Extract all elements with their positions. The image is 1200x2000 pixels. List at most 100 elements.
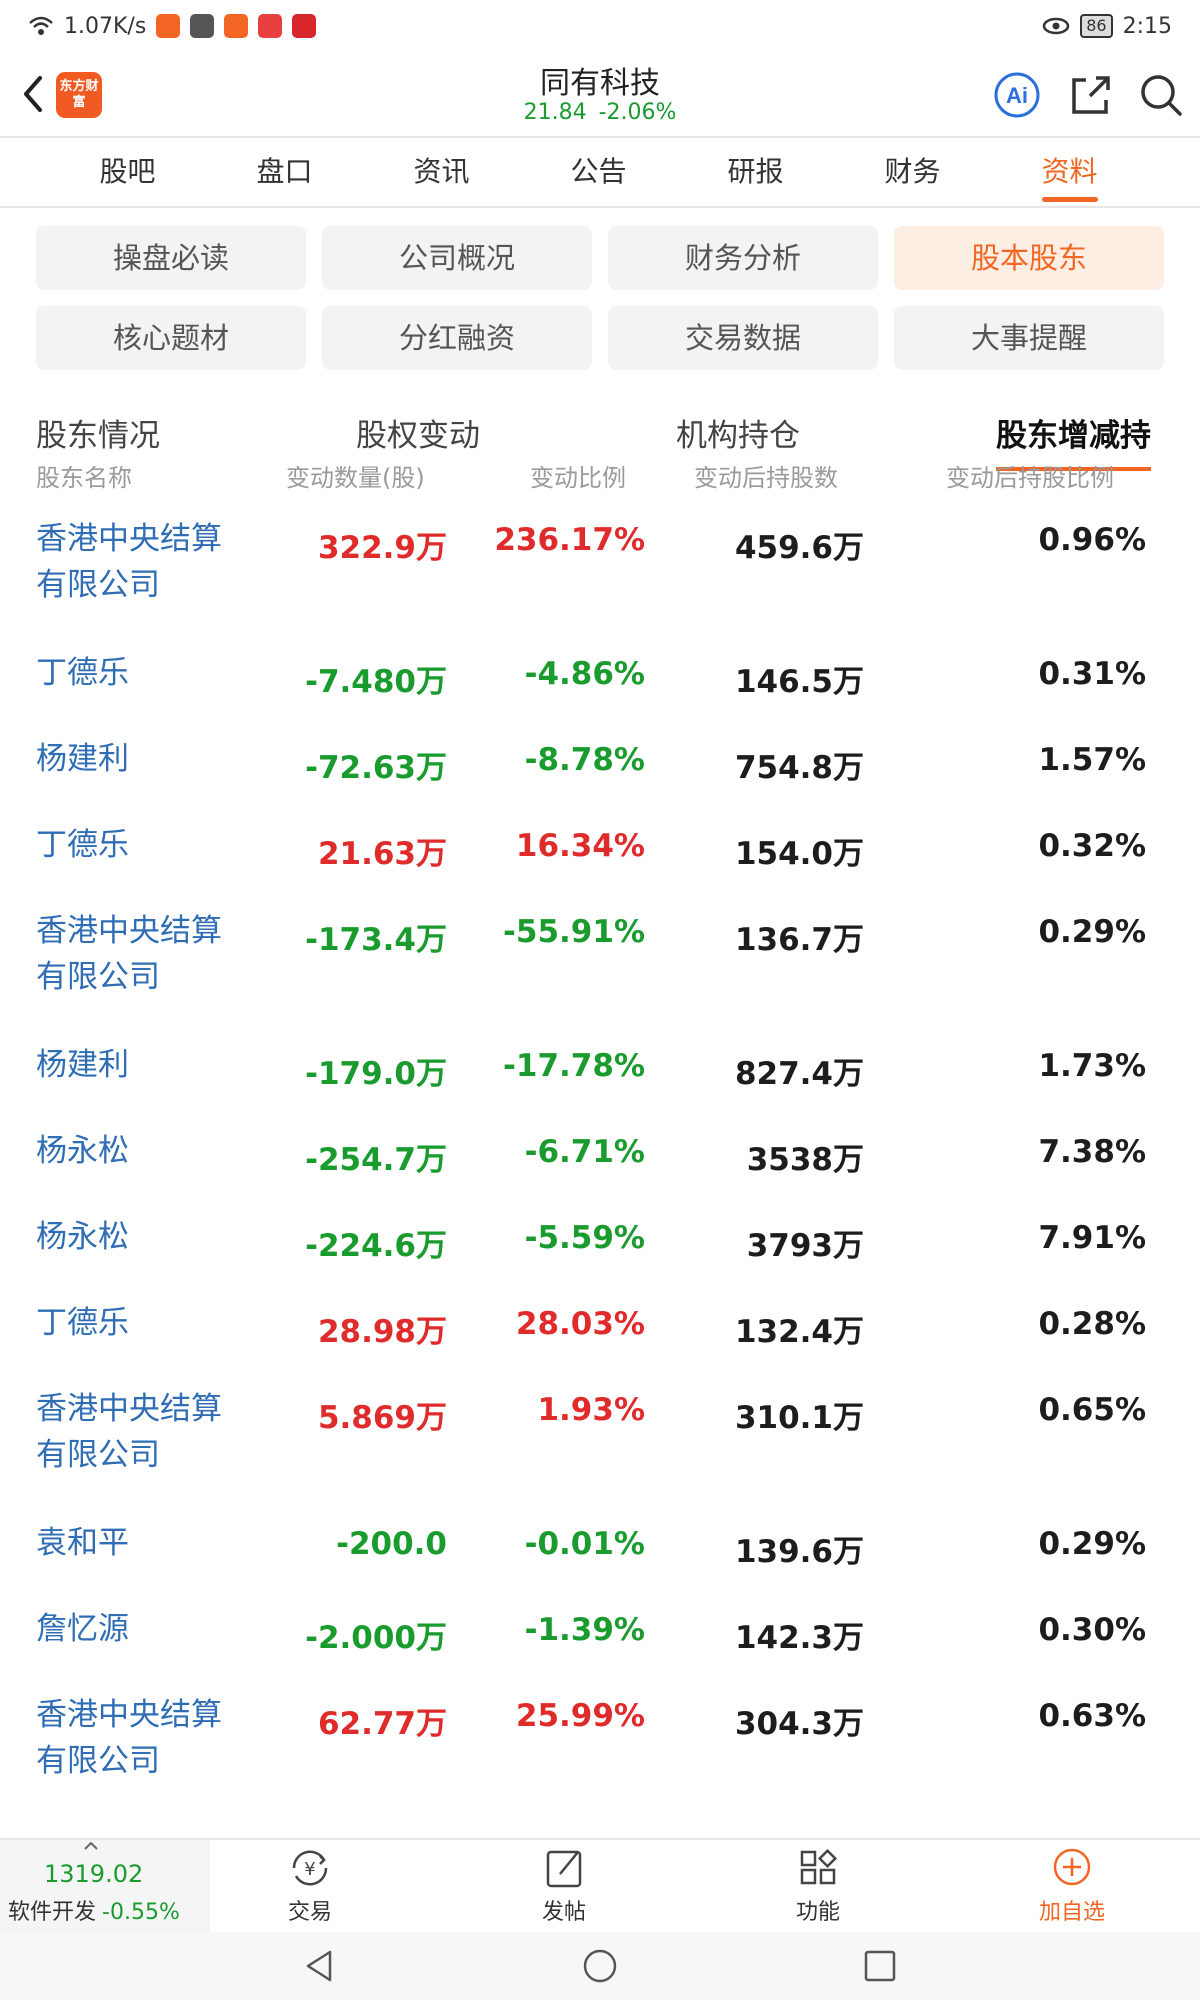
subtab-institutions[interactable]: 机构持仓 <box>676 418 800 454</box>
shareholder-name[interactable]: 詹忆源 <box>36 1611 129 1647</box>
app-notification-icon <box>190 14 215 38</box>
table-row[interactable]: 杨永松 -224.6万 -5.59% 3793万 7.91% <box>0 1198 1200 1284</box>
back-arrow-icon[interactable] <box>14 70 54 118</box>
category-button[interactable]: 公司概况 <box>322 226 592 290</box>
table-row[interactable]: 丁德乐 21.63万 16.34% 154.0万 0.32% <box>0 806 1200 892</box>
category-button[interactable]: 操盘必读 <box>36 226 306 290</box>
app-logo[interactable]: 东方财富 <box>56 72 102 118</box>
column-header: 变动后持股数 <box>694 466 838 492</box>
nav-add-watchlist-label: 加自选 <box>1038 1900 1105 1925</box>
category-button[interactable]: 财务分析 <box>608 226 878 290</box>
shareholder-name[interactable]: 杨建利 <box>36 741 129 777</box>
nav-trade[interactable]: ¥ 交易 <box>250 1846 370 1926</box>
holding-pct-after-change: 7.91% <box>1038 1220 1146 1256</box>
shareholder-name[interactable]: 杨永松 <box>36 1133 129 1169</box>
category-button[interactable]: 分红融资 <box>322 306 592 370</box>
table-row[interactable]: 丁德乐 28.98万 28.03% 132.4万 0.28% <box>0 1284 1200 1370</box>
change-ratio: 236.17% <box>494 522 645 558</box>
change-ratio: -0.01% <box>524 1526 645 1562</box>
shares-after-change: 3538万 <box>746 1142 864 1178</box>
subtab-holding-changes[interactable]: 股东增减持 <box>996 410 1151 471</box>
change-ratio: 25.99% <box>515 1698 645 1734</box>
ai-label: Ai <box>1006 83 1028 108</box>
holding-pct-after-change: 0.96% <box>1038 522 1146 558</box>
tab-news[interactable]: 资讯 <box>413 155 470 188</box>
tab-profile[interactable]: 资料 <box>991 138 1148 206</box>
category-button[interactable]: 核心题材 <box>36 306 306 370</box>
holding-pct-after-change: 7.38% <box>1038 1134 1146 1170</box>
holding-pct-after-change: 0.29% <box>1038 1526 1146 1562</box>
category-button[interactable]: 交易数据 <box>608 306 878 370</box>
holding-pct-after-change: 0.65% <box>1038 1392 1146 1428</box>
nav-functions[interactable]: 功能 <box>758 1846 878 1926</box>
header-divider <box>0 136 1200 138</box>
system-home-icon[interactable] <box>582 1948 618 1984</box>
share-icon[interactable] <box>1066 70 1116 120</box>
holding-pct-after-change: 0.30% <box>1038 1612 1146 1648</box>
shareholder-name[interactable]: 丁德乐 <box>36 655 129 691</box>
stock-price-line: 21.84 -2.06% <box>0 100 1200 125</box>
change-ratio: -55.91% <box>503 914 645 950</box>
table-row[interactable]: 杨建利 -72.63万 -8.78% 754.8万 1.57% <box>0 720 1200 806</box>
shares-after-change: 827.4万 <box>734 1056 864 1092</box>
shareholder-name[interactable]: 杨永松 <box>36 1219 129 1255</box>
tab-pankou[interactable]: 盘口 <box>256 155 313 188</box>
holding-pct-after-change: 0.29% <box>1038 914 1146 950</box>
column-header: 变动比例 <box>530 466 626 492</box>
change-amount: 322.9万 <box>317 530 447 566</box>
tab-research[interactable]: 研报 <box>727 155 784 188</box>
subtab-equity-change[interactable]: 股权变动 <box>356 418 480 454</box>
table-row[interactable]: 香港中央结算有限公司 322.9万 236.17% 459.6万 0.96% <box>0 500 1200 634</box>
tab-guba[interactable]: 股吧 <box>99 155 156 188</box>
table-row[interactable]: 杨建利 -179.0万 -17.78% 827.4万 1.73% <box>0 1026 1200 1112</box>
stock-name: 同有科技 <box>540 66 660 101</box>
search-icon[interactable] <box>1136 70 1186 120</box>
nav-functions-label: 功能 <box>795 1900 840 1925</box>
category-button[interactable]: 大事提醒 <box>894 306 1164 370</box>
tabs-divider <box>0 206 1200 208</box>
sector-index[interactable]: 1319.02 软件开发 -0.55% <box>0 1840 210 1932</box>
table-row[interactable]: 丁德乐 -7.480万 -4.86% 146.5万 0.31% <box>0 634 1200 720</box>
change-amount: 62.77万 <box>317 1706 447 1742</box>
table-row[interactable]: 香港中央结算有限公司 5.869万 1.93% 310.1万 0.65% <box>0 1370 1200 1504</box>
caret-up-icon <box>84 1842 98 1850</box>
subtab-shareholders[interactable]: 股东情况 <box>36 418 160 454</box>
shares-after-change: 3793万 <box>746 1228 864 1264</box>
network-speed: 1.07K/s <box>64 13 147 39</box>
change-amount: -224.6万 <box>305 1228 447 1264</box>
table-row[interactable]: 袁和平 -200.0 -0.01% 139.6万 0.29% <box>0 1504 1200 1590</box>
shareholder-name[interactable]: 香港中央结算有限公司 <box>36 521 222 603</box>
table-row[interactable]: 杨永松 -254.7万 -6.71% 3538万 7.38% <box>0 1112 1200 1198</box>
grid-icon <box>800 1848 838 1885</box>
app-notification-icon <box>224 14 249 38</box>
shareholder-name[interactable]: 香港中央结算有限公司 <box>36 913 222 995</box>
shareholder-name[interactable]: 香港中央结算有限公司 <box>36 1697 222 1779</box>
shareholder-name[interactable]: 丁德乐 <box>36 1305 129 1341</box>
sector-index-value: 1319.02 <box>44 1860 144 1888</box>
system-back-icon[interactable] <box>302 1948 338 1984</box>
main-tab-bar: 股吧 盘口 资讯 公告 研报 财务 资料 <box>0 138 1200 206</box>
table-row[interactable]: 詹忆源 -2.000万 -1.39% 142.3万 0.30% <box>0 1590 1200 1676</box>
column-header: 变动数量(股) <box>286 466 425 492</box>
shareholder-name[interactable]: 袁和平 <box>36 1525 129 1561</box>
tab-announcements[interactable]: 公告 <box>570 155 627 188</box>
change-amount: 21.63万 <box>317 836 447 872</box>
change-amount: -254.7万 <box>305 1142 447 1178</box>
sector-change: -0.55% <box>102 1900 180 1925</box>
column-header: 股东名称 <box>36 466 132 492</box>
nav-post[interactable]: 发帖 <box>504 1846 624 1926</box>
shareholder-name[interactable]: 丁德乐 <box>36 827 129 863</box>
change-ratio: 28.03% <box>515 1306 645 1342</box>
shares-after-change: 459.6万 <box>734 530 864 566</box>
holding-pct-after-change: 0.31% <box>1038 656 1146 692</box>
table-row[interactable]: 香港中央结算有限公司 -173.4万 -55.91% 136.7万 0.29% <box>0 892 1200 1026</box>
shares-after-change: 136.7万 <box>734 922 864 958</box>
nav-add-watchlist[interactable]: 加自选 <box>1012 1846 1132 1926</box>
shareholder-name[interactable]: 杨建利 <box>36 1047 129 1083</box>
shareholder-name[interactable]: 香港中央结算有限公司 <box>36 1391 222 1473</box>
category-button-active[interactable]: 股本股东 <box>894 226 1164 290</box>
tab-finance[interactable]: 财务 <box>884 155 941 188</box>
ai-assistant-icon[interactable]: Ai <box>992 70 1042 120</box>
table-row[interactable]: 香港中央结算有限公司 62.77万 25.99% 304.3万 0.63% <box>0 1676 1200 1810</box>
system-recents-icon[interactable] <box>862 1948 898 1984</box>
